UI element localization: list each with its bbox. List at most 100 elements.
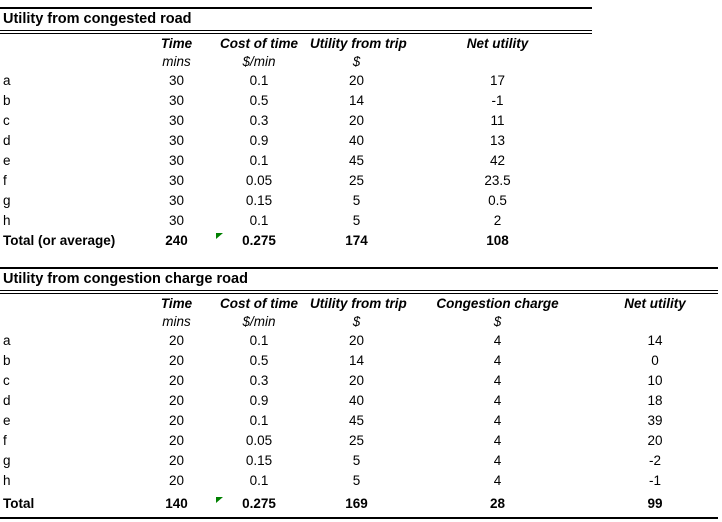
time-cell[interactable]: 20 (168, 393, 185, 408)
row-label-cell[interactable]: g (3, 453, 11, 468)
row-label-cell[interactable]: h (3, 213, 11, 228)
utility-from-trip-cell[interactable]: 45 (348, 153, 365, 168)
column-header-utility-from-trip[interactable]: Utility from trip (310, 36, 407, 51)
time-cell[interactable]: 20 (168, 333, 185, 348)
utility-from-trip-cell[interactable]: 5 (352, 453, 361, 468)
column-header-blank[interactable] (0, 34, 145, 53)
cost-of-time-cell[interactable]: 0.5 (249, 353, 269, 368)
net-utility-cell[interactable]: 17 (489, 73, 506, 88)
net-utility-cell[interactable]: 0.5 (488, 193, 507, 208)
cost-of-time-cell[interactable]: 0.3 (249, 113, 269, 128)
time-cell[interactable]: 30 (168, 193, 185, 208)
utility-from-trip-cell[interactable]: 20 (348, 113, 365, 128)
unit-dollar-per-min[interactable]: $/min (242, 54, 276, 69)
row-label-cell[interactable]: d (3, 133, 11, 148)
total-utility-from-trip-cell[interactable]: 174 (345, 233, 368, 248)
cost-of-time-cell[interactable]: 0.05 (245, 173, 273, 188)
time-cell[interactable]: 20 (168, 473, 185, 488)
net-utility-cell[interactable]: 0 (651, 353, 659, 368)
total-time-cell[interactable]: 140 (165, 496, 188, 511)
table-title-cell[interactable]: Utility from congested road (0, 7, 592, 34)
net-utility-cell[interactable]: 42 (489, 153, 506, 168)
net-utility-cell[interactable]: 2 (493, 213, 502, 228)
cost-of-time-cell[interactable]: 0.1 (249, 213, 269, 228)
time-cell[interactable]: 20 (168, 433, 185, 448)
utility-from-trip-cell[interactable]: 5 (352, 213, 361, 228)
total-net-utility-cell[interactable]: 108 (486, 233, 509, 248)
utility-from-trip-cell[interactable]: 5 (352, 473, 361, 488)
time-cell[interactable]: 20 (168, 453, 185, 468)
column-header-time[interactable]: Time (160, 296, 193, 311)
net-utility-cell[interactable]: 23.5 (484, 173, 511, 188)
cost-of-time-cell[interactable]: 0.9 (249, 393, 269, 408)
utility-from-trip-cell[interactable]: 40 (348, 133, 365, 148)
time-cell[interactable]: 30 (168, 73, 185, 88)
cost-of-time-cell[interactable]: 0.1 (249, 413, 269, 428)
congestion-charge-cell[interactable]: 4 (493, 393, 502, 408)
congestion-charge-cell[interactable]: 4 (493, 353, 502, 368)
cost-of-time-cell[interactable]: 0.1 (249, 153, 269, 168)
total-cost-of-time-cell[interactable]: 0.275 (208, 491, 310, 517)
total-label-cell[interactable]: Total (or average) (3, 233, 116, 248)
net-utility-cell[interactable]: -2 (648, 453, 661, 468)
time-cell[interactable]: 20 (168, 353, 185, 368)
unit-dollar[interactable]: $ (493, 314, 502, 329)
congestion-charge-cell[interactable]: 4 (493, 413, 502, 428)
net-utility-cell[interactable]: -1 (648, 473, 661, 488)
cost-of-time-cell[interactable]: 0.5 (249, 93, 269, 108)
column-header-net-utility[interactable]: Net utility (466, 36, 529, 51)
time-cell[interactable]: 30 (168, 173, 185, 188)
congestion-charge-cell[interactable]: 4 (493, 453, 502, 468)
column-header-time[interactable]: Time (160, 36, 193, 51)
column-header-utility-from-trip[interactable]: Utility from trip (310, 296, 407, 311)
utility-from-trip-cell[interactable]: 25 (348, 433, 365, 448)
row-label-cell[interactable]: c (3, 373, 10, 388)
column-header-congestion-charge[interactable]: Congestion charge (436, 296, 559, 311)
total-cost-of-time-cell[interactable]: 0.275 (208, 231, 310, 251)
time-cell[interactable]: 30 (168, 133, 185, 148)
unit-dollar[interactable]: $ (352, 54, 361, 69)
row-label-cell[interactable]: b (3, 353, 11, 368)
table-title-cell[interactable]: Utility from congestion charge road (0, 267, 718, 294)
cost-of-time-cell[interactable]: 0.9 (249, 133, 269, 148)
unit-dollar[interactable]: $ (352, 314, 361, 329)
row-label-cell[interactable]: d (3, 393, 11, 408)
row-label-cell[interactable]: f (3, 173, 7, 188)
total-utility-from-trip-cell[interactable]: 169 (345, 496, 368, 511)
net-utility-cell[interactable]: 14 (647, 333, 663, 348)
row-label-cell[interactable]: h (3, 473, 11, 488)
row-label-cell[interactable]: c (3, 113, 10, 128)
total-net-utility-cell[interactable]: 99 (647, 496, 663, 511)
column-header-net-utility[interactable]: Net utility (624, 296, 686, 311)
row-label-cell[interactable]: a (3, 73, 11, 88)
cost-of-time-cell[interactable]: 0.1 (249, 73, 269, 88)
net-utility-cell[interactable]: 20 (647, 433, 663, 448)
cost-of-time-cell[interactable]: 0.1 (249, 473, 269, 488)
net-utility-cell[interactable]: 10 (647, 373, 663, 388)
utility-from-trip-cell[interactable]: 40 (348, 393, 365, 408)
time-cell[interactable]: 30 (168, 93, 185, 108)
column-header-blank[interactable] (0, 294, 145, 313)
unit-blank[interactable] (0, 313, 145, 331)
unit-mins[interactable]: mins (162, 54, 191, 69)
time-cell[interactable]: 20 (168, 373, 185, 388)
utility-from-trip-cell[interactable]: 14 (348, 353, 365, 368)
time-cell[interactable]: 30 (168, 113, 185, 128)
congestion-charge-cell[interactable]: 4 (493, 373, 502, 388)
unit-mins[interactable]: mins (162, 314, 191, 329)
cost-of-time-cell[interactable]: 0.3 (249, 373, 269, 388)
net-utility-cell[interactable]: -1 (491, 93, 504, 108)
net-utility-cell[interactable]: 39 (647, 413, 663, 428)
unit-dollar-per-min[interactable]: $/min (242, 314, 276, 329)
total-time-cell[interactable]: 240 (165, 233, 188, 248)
time-cell[interactable]: 20 (168, 413, 185, 428)
cost-of-time-cell[interactable]: 0.1 (249, 333, 269, 348)
column-header-cost-of-time[interactable]: Cost of time (219, 36, 298, 51)
utility-from-trip-cell[interactable]: 20 (348, 373, 365, 388)
utility-from-trip-cell[interactable]: 45 (348, 413, 365, 428)
row-label-cell[interactable]: b (3, 93, 11, 108)
utility-from-trip-cell[interactable]: 20 (348, 73, 365, 88)
column-header-cost-of-time[interactable]: Cost of time (219, 296, 298, 311)
utility-from-trip-cell[interactable]: 5 (352, 193, 361, 208)
utility-from-trip-cell[interactable]: 14 (348, 93, 365, 108)
